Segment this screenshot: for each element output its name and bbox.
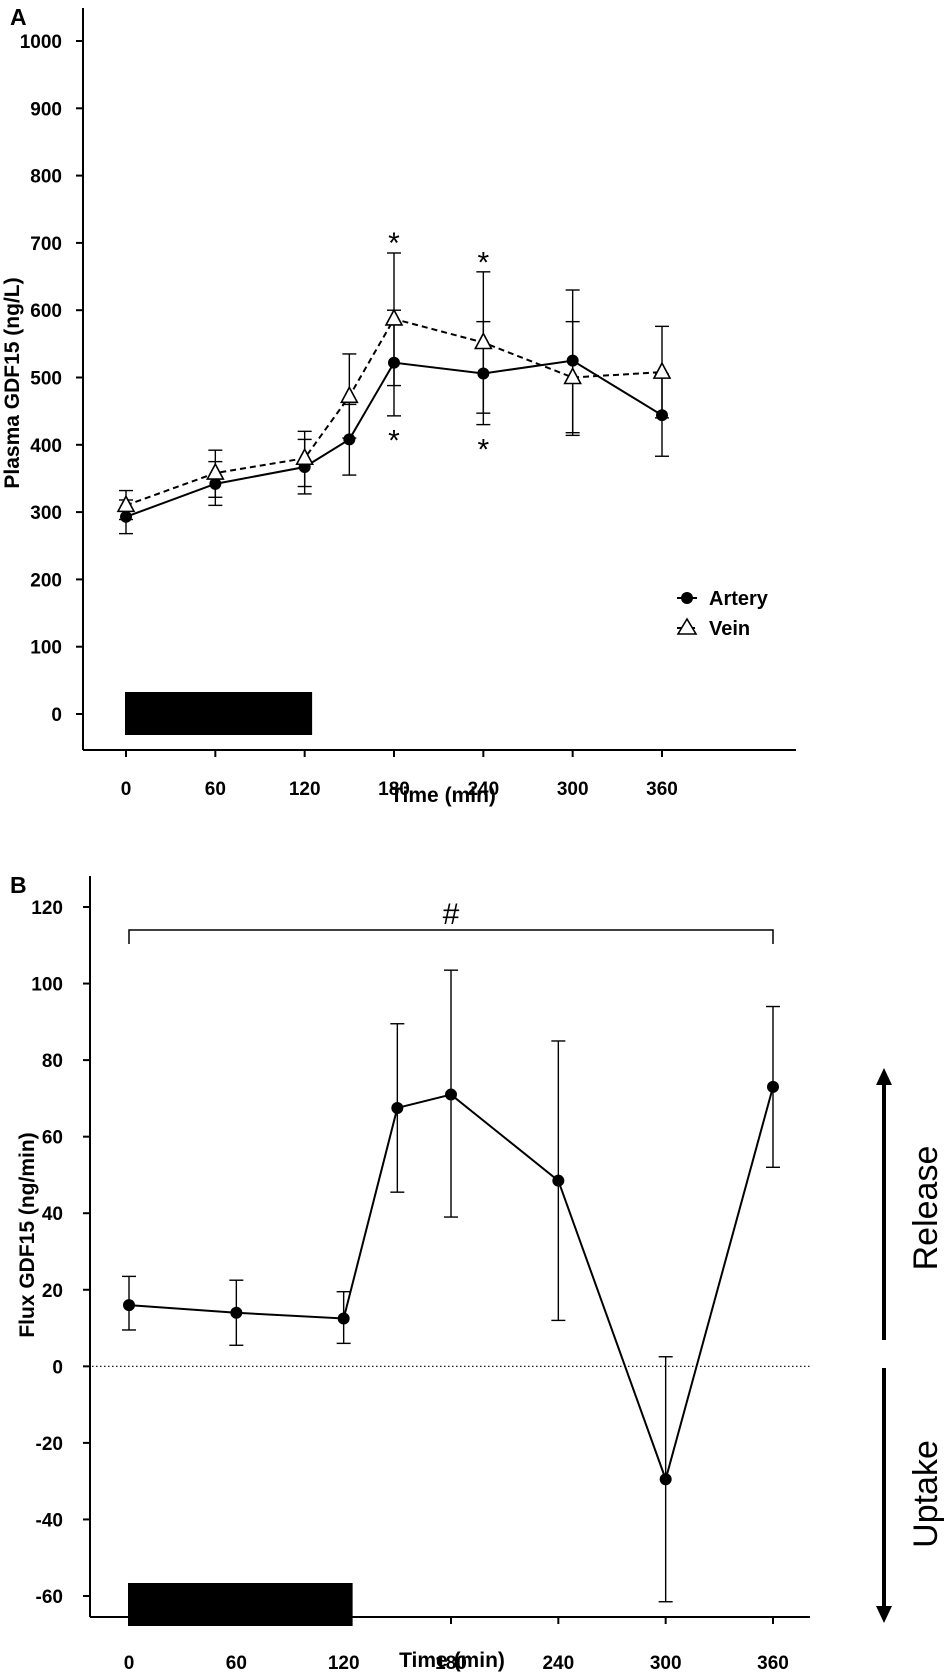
panel-a-x-axis-label: Time (min) <box>390 784 496 807</box>
data-point-vein <box>474 331 493 350</box>
x-tick-label: 300 <box>557 779 589 800</box>
significance-asterisk: * <box>477 433 489 466</box>
legend-vein-marker <box>676 617 698 635</box>
significance-asterisk: * <box>477 246 489 279</box>
y-tick-label: 0 <box>51 705 62 726</box>
legend-artery-label: Artery <box>709 588 769 610</box>
intervention-bar <box>125 692 313 735</box>
bracket-line <box>128 929 774 944</box>
data-point-flux <box>391 1101 404 1114</box>
series-line-vein <box>125 317 663 507</box>
uptake-arrow-head-icon <box>876 1606 892 1623</box>
data-point-vein <box>295 447 314 466</box>
panel-b-direction-indicator: Release Uptake <box>876 1068 945 1623</box>
x-tick-label: 240 <box>467 779 499 800</box>
data-point-flux <box>337 1312 350 1325</box>
panel-a-legend: Artery Vein <box>676 588 769 640</box>
series-line-artery <box>125 359 663 518</box>
data-point-flux <box>445 1088 457 1101</box>
data-point-flux <box>230 1306 243 1319</box>
significance-asterisk: * <box>388 227 400 260</box>
panel-b-x-ticks: 0 60 120 180 240 300 360 <box>124 1617 789 1673</box>
y-tick-label: 600 <box>30 301 62 322</box>
panel-b-significance-bracket: # <box>128 898 774 944</box>
y-tick-label: 60 <box>42 1128 63 1149</box>
y-tick-label: -40 <box>36 1510 63 1531</box>
panel-a-axes <box>82 8 796 751</box>
x-tick-label: 120 <box>289 779 321 800</box>
panel-b-series <box>92 969 810 1603</box>
data-point-vein <box>116 494 136 513</box>
y-tick-label: 500 <box>30 369 62 390</box>
panel-a-bar-layer <box>125 692 313 735</box>
y-tick-label: 300 <box>30 503 62 524</box>
panel-b-y-axis-label: Flux GDF15 (ng/min) <box>16 1132 39 1337</box>
data-point-flux <box>552 1174 565 1187</box>
y-tick-label: 400 <box>30 436 62 457</box>
panel-a-y-axis-label: Plasma GDF15 (ng/L) <box>1 277 24 488</box>
y-tick-label: 200 <box>30 570 62 591</box>
x-tick-label: 60 <box>205 779 226 800</box>
data-point-flux <box>659 1473 672 1486</box>
significance-asterisk: * <box>388 425 400 458</box>
panel-a-series <box>116 252 672 535</box>
release-arrow-head-icon <box>876 1068 892 1085</box>
y-tick-label: 20 <box>42 1281 63 1302</box>
x-tick-label: 360 <box>757 1653 789 1673</box>
y-tick-label: 40 <box>42 1204 63 1225</box>
data-point-vein <box>205 462 225 480</box>
data-point-vein <box>652 361 672 379</box>
panel-b-y-ticks: -60 -40 -20 0 20 40 60 80 100 120 <box>31 898 90 1608</box>
x-tick-label: 180 <box>378 779 410 800</box>
panel-b: B 0 60 120 180 240 300 360 -60 -40 -20 0 20 40 60 80 1… <box>10 872 945 1673</box>
y-tick-label: 100 <box>30 638 62 659</box>
x-tick-label: 0 <box>124 1653 135 1673</box>
panel-a-label: A <box>10 4 27 30</box>
series-line-flux <box>128 1086 774 1483</box>
data-point-flux <box>767 1080 779 1093</box>
data-point-vein <box>384 308 404 326</box>
panel-a: A 0 60 120 180 240 300 360 0 100 200 300 400 500 600… <box>1 4 796 807</box>
y-tick-label: 100 <box>31 975 63 996</box>
y-tick-label: 120 <box>31 898 63 919</box>
data-point-flux <box>123 1299 135 1312</box>
panel-a-y-ticks: 0 100 200 300 400 500 600 700 800 900 1000 <box>20 32 83 726</box>
x-tick-label: 360 <box>646 779 678 800</box>
panel-b-label: B <box>10 872 27 898</box>
y-tick-label: 0 <box>52 1357 63 1378</box>
y-tick-label: 800 <box>30 167 62 188</box>
panel-b-x-axis-label: Time (min) <box>399 1649 505 1672</box>
data-point-artery <box>343 433 356 446</box>
intervention-bar <box>128 1583 353 1626</box>
panel-a-annotations: * * * * <box>388 227 489 467</box>
data-point-vein <box>340 385 359 404</box>
y-tick-label: 1000 <box>20 32 62 53</box>
x-tick-label: 300 <box>650 1653 682 1673</box>
uptake-label: Uptake <box>907 1440 945 1548</box>
legend-artery-marker <box>681 592 693 604</box>
x-tick-label: 120 <box>328 1653 360 1673</box>
release-label: Release <box>907 1146 945 1271</box>
x-tick-label: 240 <box>542 1653 574 1673</box>
panel-b-axes <box>89 876 810 1618</box>
x-tick-label: 60 <box>226 1653 247 1673</box>
y-tick-label: 700 <box>30 234 62 255</box>
y-tick-label: 900 <box>30 99 62 120</box>
bracket-label: # <box>443 898 460 931</box>
panel-a-x-ticks: 0 60 120 180 240 300 360 <box>121 750 678 800</box>
data-point-vein <box>563 366 583 385</box>
y-tick-label: -20 <box>36 1434 63 1455</box>
legend-vein-label: Vein <box>709 618 750 640</box>
y-tick-label: 80 <box>42 1051 63 1072</box>
x-tick-label: 0 <box>121 779 132 800</box>
x-tick-label: 180 <box>435 1653 467 1673</box>
y-tick-label: -60 <box>36 1587 63 1608</box>
panel-b-bar-layer <box>128 1583 353 1626</box>
